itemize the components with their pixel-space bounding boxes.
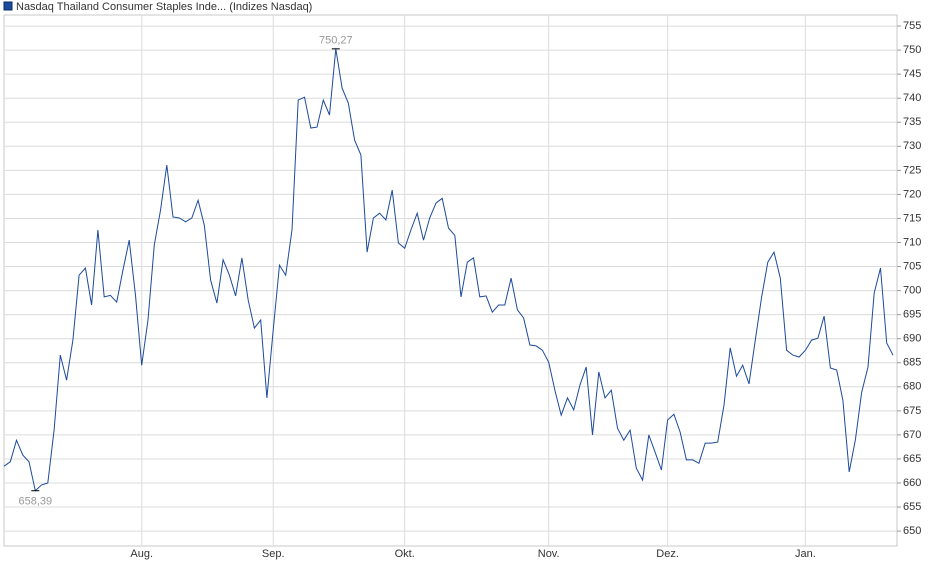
y-tick-label: 730 xyxy=(903,140,921,152)
y-tick-label: 700 xyxy=(903,285,921,297)
y-tick-label: 655 xyxy=(903,501,921,513)
y-tick-label: 665 xyxy=(903,453,921,465)
y-tick-label: 735 xyxy=(903,116,921,128)
x-tick-label: Sep. xyxy=(262,548,285,560)
y-tick-label: 680 xyxy=(903,381,921,393)
legend-swatch xyxy=(3,1,13,11)
y-tick-label: 725 xyxy=(903,164,921,176)
x-tick-label: Okt. xyxy=(395,548,415,560)
y-tick-label: 675 xyxy=(903,405,921,417)
x-tick-label: Nov. xyxy=(538,548,560,560)
value-label: 750,27 xyxy=(319,35,353,47)
value-label: 658,39 xyxy=(18,496,52,508)
y-tick-label: 650 xyxy=(903,525,921,537)
y-tick-label: 720 xyxy=(903,188,921,200)
y-tick-label: 705 xyxy=(903,260,921,272)
x-tick-label: Jan. xyxy=(795,548,816,560)
y-tick-label: 750 xyxy=(903,44,921,56)
y-tick-label: 710 xyxy=(903,236,921,248)
y-tick-label: 695 xyxy=(903,309,921,321)
y-tick-label: 685 xyxy=(903,357,921,369)
y-tick-label: 715 xyxy=(903,212,921,224)
x-tick-label: Dez. xyxy=(656,548,679,560)
y-tick-label: 660 xyxy=(903,477,921,489)
y-tick-label: 745 xyxy=(903,68,921,80)
y-tick-label: 740 xyxy=(903,92,921,104)
legend-label: Nasdaq Thailand Consumer Staples Inde...… xyxy=(16,1,312,13)
y-tick-label: 670 xyxy=(903,429,921,441)
plot-area xyxy=(3,14,898,547)
series-line xyxy=(3,48,894,492)
x-tick-label: Aug. xyxy=(130,548,153,560)
y-tick-label: 755 xyxy=(903,20,921,32)
y-tick-label: 690 xyxy=(903,333,921,345)
